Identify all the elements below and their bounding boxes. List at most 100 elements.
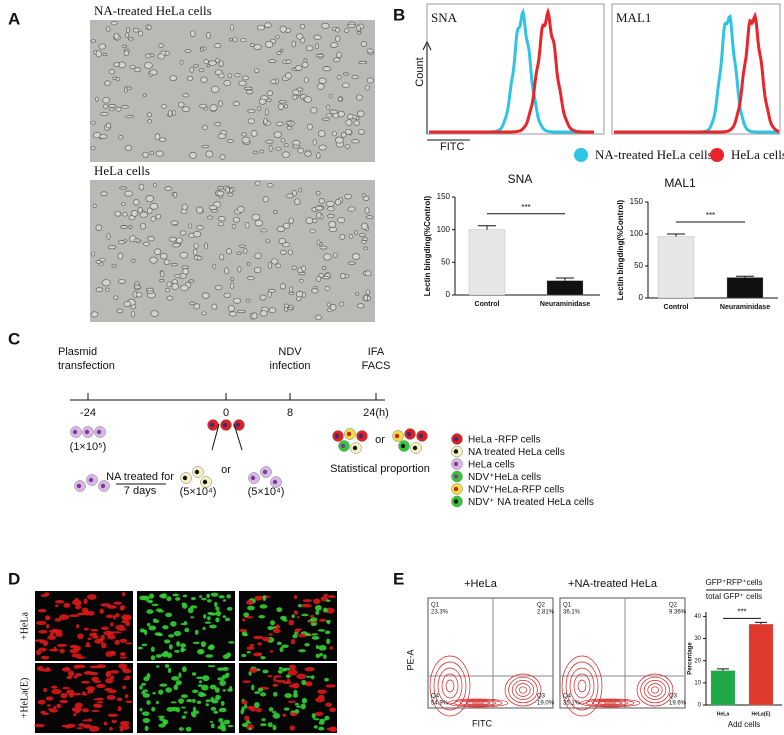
gfp-cell bbox=[292, 634, 298, 639]
rfp-cell bbox=[47, 635, 57, 640]
cell bbox=[167, 109, 173, 117]
gfp-cell bbox=[158, 689, 164, 695]
rfp-cell bbox=[97, 700, 104, 704]
cell bbox=[90, 39, 97, 43]
gfp-cell bbox=[150, 646, 155, 652]
x-tick-label: Neuraminidase bbox=[720, 304, 770, 311]
gfp-cell bbox=[166, 652, 173, 659]
gfp-cell bbox=[149, 593, 155, 599]
error-bar bbox=[755, 621, 767, 625]
cell bbox=[150, 216, 157, 222]
cell bbox=[128, 225, 133, 230]
rfp-cell bbox=[116, 628, 127, 631]
gfp-cell bbox=[142, 692, 150, 698]
event-label: Plasmid bbox=[58, 346, 97, 358]
rfp-cell bbox=[85, 644, 91, 648]
gfp-cell bbox=[294, 702, 299, 706]
cell bbox=[241, 132, 248, 137]
gfp-cell bbox=[209, 644, 214, 649]
contour bbox=[511, 680, 535, 700]
cell bbox=[265, 239, 271, 243]
rfp-cell bbox=[246, 724, 254, 730]
cell bbox=[318, 77, 327, 84]
cell bbox=[343, 28, 350, 33]
x-tick-label: Control bbox=[475, 301, 500, 308]
cell bbox=[158, 43, 164, 48]
cell bbox=[204, 242, 208, 250]
gfp-cell bbox=[226, 594, 231, 599]
cell bbox=[296, 33, 304, 40]
cell bbox=[131, 310, 136, 318]
rfp-cell bbox=[244, 715, 250, 721]
gfp-cell bbox=[319, 718, 326, 722]
gfp-cell bbox=[146, 622, 151, 627]
gfp-cell bbox=[173, 630, 182, 637]
rfp-cell bbox=[74, 702, 83, 709]
gfp-cell bbox=[271, 711, 277, 714]
gfp-cell bbox=[181, 715, 186, 719]
significance-label: *** bbox=[737, 608, 746, 617]
rfp-cell bbox=[325, 684, 336, 688]
gfp-cell bbox=[283, 707, 290, 711]
panel-label: D bbox=[8, 569, 20, 588]
cell bbox=[314, 43, 319, 50]
cell bbox=[193, 64, 199, 68]
cell bbox=[173, 192, 178, 198]
cell bbox=[175, 237, 183, 244]
gfp-cell bbox=[257, 687, 264, 692]
gfp-cell bbox=[272, 724, 277, 731]
rfp-cell bbox=[110, 631, 122, 634]
cell bbox=[115, 106, 122, 112]
rfp-cell bbox=[69, 644, 79, 649]
cell bbox=[303, 77, 309, 84]
y-tick-label: 50 bbox=[634, 261, 643, 270]
cell bbox=[106, 233, 111, 240]
error-bar bbox=[667, 233, 685, 237]
result: Statistical proportion bbox=[330, 463, 430, 475]
gfp-cell bbox=[313, 725, 318, 729]
cell bbox=[348, 234, 354, 239]
rfp-cell bbox=[66, 675, 73, 680]
cell bbox=[179, 251, 189, 259]
cell bbox=[147, 236, 155, 242]
rfp-cell bbox=[119, 720, 130, 726]
contour bbox=[453, 699, 503, 707]
rfp-cell bbox=[76, 727, 83, 730]
rfp-cell bbox=[302, 599, 313, 603]
gfp-cell bbox=[284, 693, 293, 699]
cell bbox=[223, 292, 232, 298]
gfp-cell bbox=[178, 727, 184, 731]
row-label: +HeLa bbox=[19, 612, 30, 640]
y-tick-label: 30 bbox=[694, 636, 701, 642]
gfp-cell bbox=[318, 645, 327, 651]
rfp-cell bbox=[246, 705, 256, 710]
cell bbox=[218, 100, 223, 108]
cell bbox=[177, 101, 185, 108]
rfp-cell bbox=[115, 613, 120, 618]
histogram-frame bbox=[426, 3, 605, 135]
time-label: 24(h) bbox=[363, 407, 389, 419]
gfp-cell bbox=[162, 625, 169, 630]
cell bbox=[332, 130, 337, 137]
cell bbox=[125, 86, 133, 90]
cell bbox=[254, 180, 261, 186]
cell bbox=[281, 151, 290, 158]
cell bbox=[315, 191, 321, 196]
rfp-cell bbox=[61, 724, 68, 728]
contour bbox=[603, 701, 617, 705]
rfp-cell bbox=[55, 599, 65, 604]
cell bbox=[325, 113, 333, 118]
cell bbox=[344, 193, 352, 200]
cell bbox=[106, 26, 111, 32]
cell-nucleus bbox=[406, 431, 412, 437]
cell bbox=[286, 125, 292, 131]
gfp-cell bbox=[139, 685, 143, 690]
rfp-cell bbox=[268, 633, 273, 636]
rfp-cell bbox=[111, 719, 117, 724]
cell bbox=[172, 110, 177, 116]
gfp-cell bbox=[196, 676, 205, 680]
cell bbox=[294, 198, 301, 205]
histogram-curve bbox=[614, 11, 780, 134]
cell bbox=[223, 80, 231, 87]
gfp-cell bbox=[146, 700, 151, 705]
